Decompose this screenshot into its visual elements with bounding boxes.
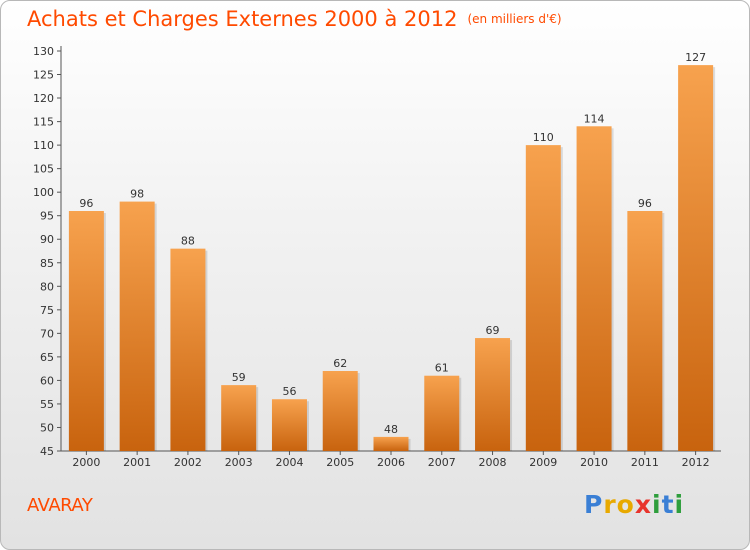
chart-title: Achats et Charges Externes 2000 à 2012 (e… (27, 7, 562, 31)
bar-value-label: 61 (435, 362, 449, 375)
x-tick-label: 2006 (377, 456, 405, 469)
bar-2008 (475, 338, 511, 451)
x-tick-label: 2001 (123, 456, 151, 469)
x-axis: 2000 2001 2002 2003 2004 2005 2006 2007 2008 2009… (61, 450, 721, 469)
y-tick-label: 75 (40, 304, 54, 317)
x-tick-label: 2004 (275, 456, 303, 469)
bar-2001 (119, 201, 155, 451)
y-axis: 45 50 55 60 65 70 75 80 85 90 95 100 105 110 115 120 125… (33, 45, 62, 458)
y-tick-label: 130 (33, 45, 54, 58)
y-tick-label: 90 (40, 233, 54, 246)
x-tick-label: 2005 (326, 456, 354, 469)
y-tick-label: 95 (40, 210, 54, 223)
x-tick-label: 2009 (529, 456, 557, 469)
bar-2010 (576, 126, 612, 451)
y-tick-label: 105 (33, 163, 54, 176)
bar-2004 (271, 399, 307, 451)
bar-2002 (170, 248, 206, 451)
logo-letter: i (652, 490, 662, 519)
bar-2000 (68, 211, 104, 451)
bar-value-label: 56 (282, 385, 296, 398)
bar-2005 (322, 371, 358, 451)
bar-2006 (373, 436, 409, 451)
y-tick-label: 110 (33, 139, 54, 152)
bar-value-label: 88 (181, 235, 195, 248)
bar-value-label: 62 (333, 357, 347, 370)
y-tick-label: 120 (33, 92, 54, 105)
chart-unit: (en milliers d'€) (467, 12, 562, 26)
x-tick-label: 2000 (72, 456, 100, 469)
y-tick-label: 50 (40, 421, 54, 434)
x-tick-label: 2003 (225, 456, 253, 469)
y-tick-label: 115 (33, 116, 54, 129)
y-tick-label: 100 (33, 186, 54, 199)
bar-value-label: 69 (486, 324, 500, 337)
bar-2003 (221, 385, 257, 451)
y-tick-label: 55 (40, 398, 54, 411)
bar-2011 (627, 211, 663, 451)
logo-letter: t (661, 490, 675, 519)
chart-title-text: Achats et Charges Externes 2000 à 2012 (27, 7, 458, 31)
bar-value-label: 114 (584, 112, 605, 125)
bar-value-label: 127 (685, 51, 706, 64)
bar-value-label: 110 (533, 131, 554, 144)
proxiti-logo[interactable]: Proxiti (584, 490, 684, 519)
bar-2012 (678, 65, 714, 451)
logo-letter: i (674, 490, 685, 519)
bar-2007 (424, 375, 460, 451)
bar-value-label: 98 (130, 188, 144, 201)
logo-letter: P (584, 490, 604, 519)
bar-value-label: 48 (384, 423, 398, 436)
logo-letter: r (603, 490, 617, 519)
x-tick-label: 2008 (479, 456, 507, 469)
y-tick-label: 85 (40, 257, 54, 270)
bar-value-label: 59 (232, 371, 246, 384)
x-tick-label: 2007 (428, 456, 456, 469)
y-tick-label: 45 (40, 445, 54, 458)
x-tick-label: 2011 (631, 456, 659, 469)
y-tick-label: 125 (33, 69, 54, 82)
logo-letter: o (616, 490, 635, 519)
y-tick-label: 65 (40, 351, 54, 364)
y-tick-label: 70 (40, 327, 54, 340)
bar-value-label: 96 (638, 197, 652, 210)
logo-letter: x (634, 490, 652, 519)
x-tick-label: 2002 (174, 456, 202, 469)
y-tick-label: 60 (40, 374, 54, 387)
commune-name: AVARAY (27, 495, 93, 516)
bar-value-label: 96 (79, 197, 93, 210)
bars: 96 98 88 59 56 62 48 61 69 110 114 96 127 (68, 51, 716, 451)
y-tick-label: 80 (40, 280, 54, 293)
x-tick-label: 2012 (682, 456, 710, 469)
x-tick-label: 2010 (580, 456, 608, 469)
bar-2009 (525, 145, 561, 451)
